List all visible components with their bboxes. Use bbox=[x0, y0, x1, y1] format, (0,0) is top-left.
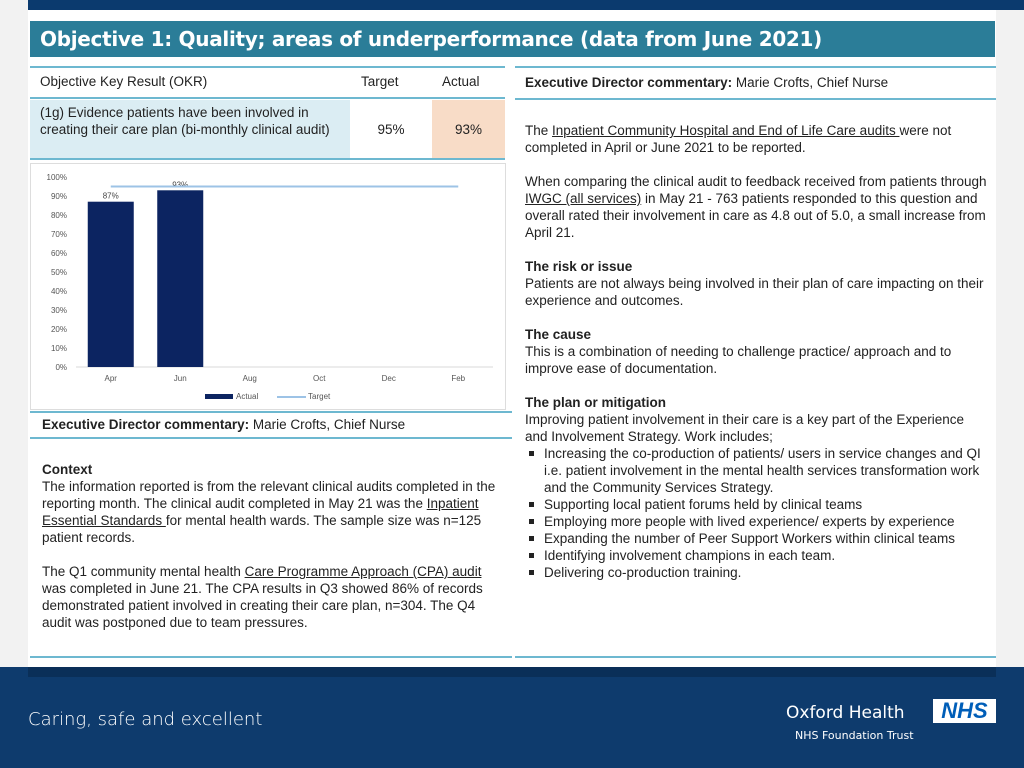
header-target: Target bbox=[361, 74, 399, 89]
text: The Q1 community mental health bbox=[42, 564, 245, 579]
y-tick-label: 70% bbox=[51, 230, 67, 239]
header-actual: Actual bbox=[442, 74, 480, 89]
text: was completed in June 21. The CPA result… bbox=[42, 581, 483, 630]
link-iwgc[interactable]: IWGC (all services) bbox=[525, 191, 642, 206]
y-tick-label: 30% bbox=[51, 306, 67, 315]
y-tick-label: 80% bbox=[51, 211, 67, 220]
org-subtitle: NHS Foundation Trust bbox=[795, 729, 914, 742]
okr-description: (1g) Evidence patients have been involve… bbox=[30, 100, 350, 158]
okr-target: 95% bbox=[377, 122, 405, 137]
text: in May 21 - 763 patients responded to th… bbox=[525, 191, 986, 240]
list-item: Increasing the co-production of patients… bbox=[525, 445, 990, 496]
divider bbox=[515, 98, 996, 100]
data-label: 93% bbox=[172, 180, 188, 189]
y-tick-label: 40% bbox=[51, 287, 67, 296]
x-tick-label: Feb bbox=[451, 374, 465, 383]
plan-text: Improving patient involvement in their c… bbox=[525, 412, 964, 444]
left-commentary: Context The information reported is from… bbox=[42, 461, 502, 631]
table-row: (1g) Evidence patients have been involve… bbox=[30, 100, 505, 158]
text: for mental health wards. The sample size… bbox=[42, 513, 482, 545]
risk-text: Patients are not always being involved i… bbox=[525, 276, 984, 308]
legend-actual-swatch bbox=[205, 394, 233, 399]
org-name: Oxford Health bbox=[786, 703, 905, 723]
divider bbox=[30, 437, 512, 439]
nhs-logo: NHS bbox=[933, 699, 996, 723]
y-tick-label: 0% bbox=[55, 363, 67, 372]
left-commentary-header: Executive Director commentary: Marie Cro… bbox=[42, 416, 502, 433]
y-tick-label: 60% bbox=[51, 249, 67, 258]
x-tick-label: Jun bbox=[174, 374, 187, 383]
cause-text: This is a combination of needing to chal… bbox=[525, 344, 952, 376]
plan-heading: The plan or mitigation bbox=[525, 395, 666, 410]
commentary-label: Executive Director commentary: bbox=[42, 417, 250, 432]
tagline: Caring, safe and excellent bbox=[28, 709, 263, 730]
risk-heading: The risk or issue bbox=[525, 259, 633, 274]
cause-heading: The cause bbox=[525, 327, 592, 342]
divider bbox=[30, 158, 505, 160]
legend-target-label: Target bbox=[308, 392, 331, 401]
right-commentary: The Inpatient Community Hospital and End… bbox=[525, 122, 990, 581]
list-item: Supporting local patient forums held by … bbox=[525, 496, 990, 513]
text: The information reported is from the rel… bbox=[42, 479, 496, 511]
data-label: 87% bbox=[103, 192, 119, 201]
divider bbox=[515, 656, 996, 658]
text: When comparing the clinical audit to fee… bbox=[525, 174, 987, 189]
footer-strip bbox=[28, 667, 996, 677]
y-tick-label: 50% bbox=[51, 268, 67, 277]
chart: 0% 10% 20% 30% 40% 50% 60% 70% 80% 90% 100% Apr Jun A… bbox=[30, 163, 506, 410]
y-tick-label: 90% bbox=[51, 192, 67, 201]
bar-actual bbox=[157, 190, 204, 367]
legend-actual-label: Actual bbox=[236, 392, 258, 401]
top-bar bbox=[28, 0, 1024, 10]
x-tick-label: Aug bbox=[243, 374, 257, 383]
right-commentary-header: Executive Director commentary: Marie Cro… bbox=[525, 74, 990, 91]
list-item: Delivering co-production training. bbox=[525, 564, 990, 581]
link-inpatient-community-audits[interactable]: Inpatient Community Hospital and End of … bbox=[552, 123, 900, 138]
footer: Caring, safe and excellent Oxford Health… bbox=[0, 667, 1024, 768]
x-tick-label: Oct bbox=[313, 374, 326, 383]
y-tick-label: 20% bbox=[51, 325, 67, 334]
x-tick-label: Apr bbox=[105, 374, 118, 383]
y-tick-label: 100% bbox=[47, 173, 67, 182]
header-okr: Objective Key Result (OKR) bbox=[40, 74, 208, 89]
divider bbox=[30, 411, 512, 413]
commentary-name: Marie Crofts, Chief Nurse bbox=[249, 417, 406, 432]
page-title: Objective 1: Quality; areas of underperf… bbox=[30, 21, 995, 57]
okr-actual: 93% bbox=[432, 100, 505, 158]
x-tick-label: Dec bbox=[382, 374, 396, 383]
commentary-name: Marie Crofts, Chief Nurse bbox=[732, 75, 889, 90]
link-cpa-audit[interactable]: Care Programme Approach (CPA) audit bbox=[244, 564, 482, 579]
y-tick-label: 10% bbox=[51, 344, 67, 353]
bar-chart: 0% 10% 20% 30% 40% 50% 60% 70% 80% 90% 100% Apr Jun A… bbox=[47, 173, 493, 401]
list-item: Identifying involvement champions in eac… bbox=[525, 547, 990, 564]
list-item: Expanding the number of Peer Support Wor… bbox=[525, 530, 990, 547]
divider bbox=[30, 97, 505, 99]
commentary-label: Executive Director commentary: bbox=[525, 75, 733, 90]
divider bbox=[30, 656, 512, 658]
context-heading: Context bbox=[42, 462, 93, 477]
link-inpatient-essential-standards[interactable]: Inpatient Essential Standards bbox=[42, 496, 479, 528]
list-item: Employing more people with lived experie… bbox=[525, 513, 990, 530]
divider bbox=[515, 66, 996, 68]
text: were not completed in April or June 2021… bbox=[525, 123, 952, 155]
text: The bbox=[525, 123, 553, 138]
bar-actual bbox=[87, 201, 134, 367]
plan-list: Increasing the co-production of patients… bbox=[525, 445, 990, 581]
divider bbox=[30, 66, 505, 68]
